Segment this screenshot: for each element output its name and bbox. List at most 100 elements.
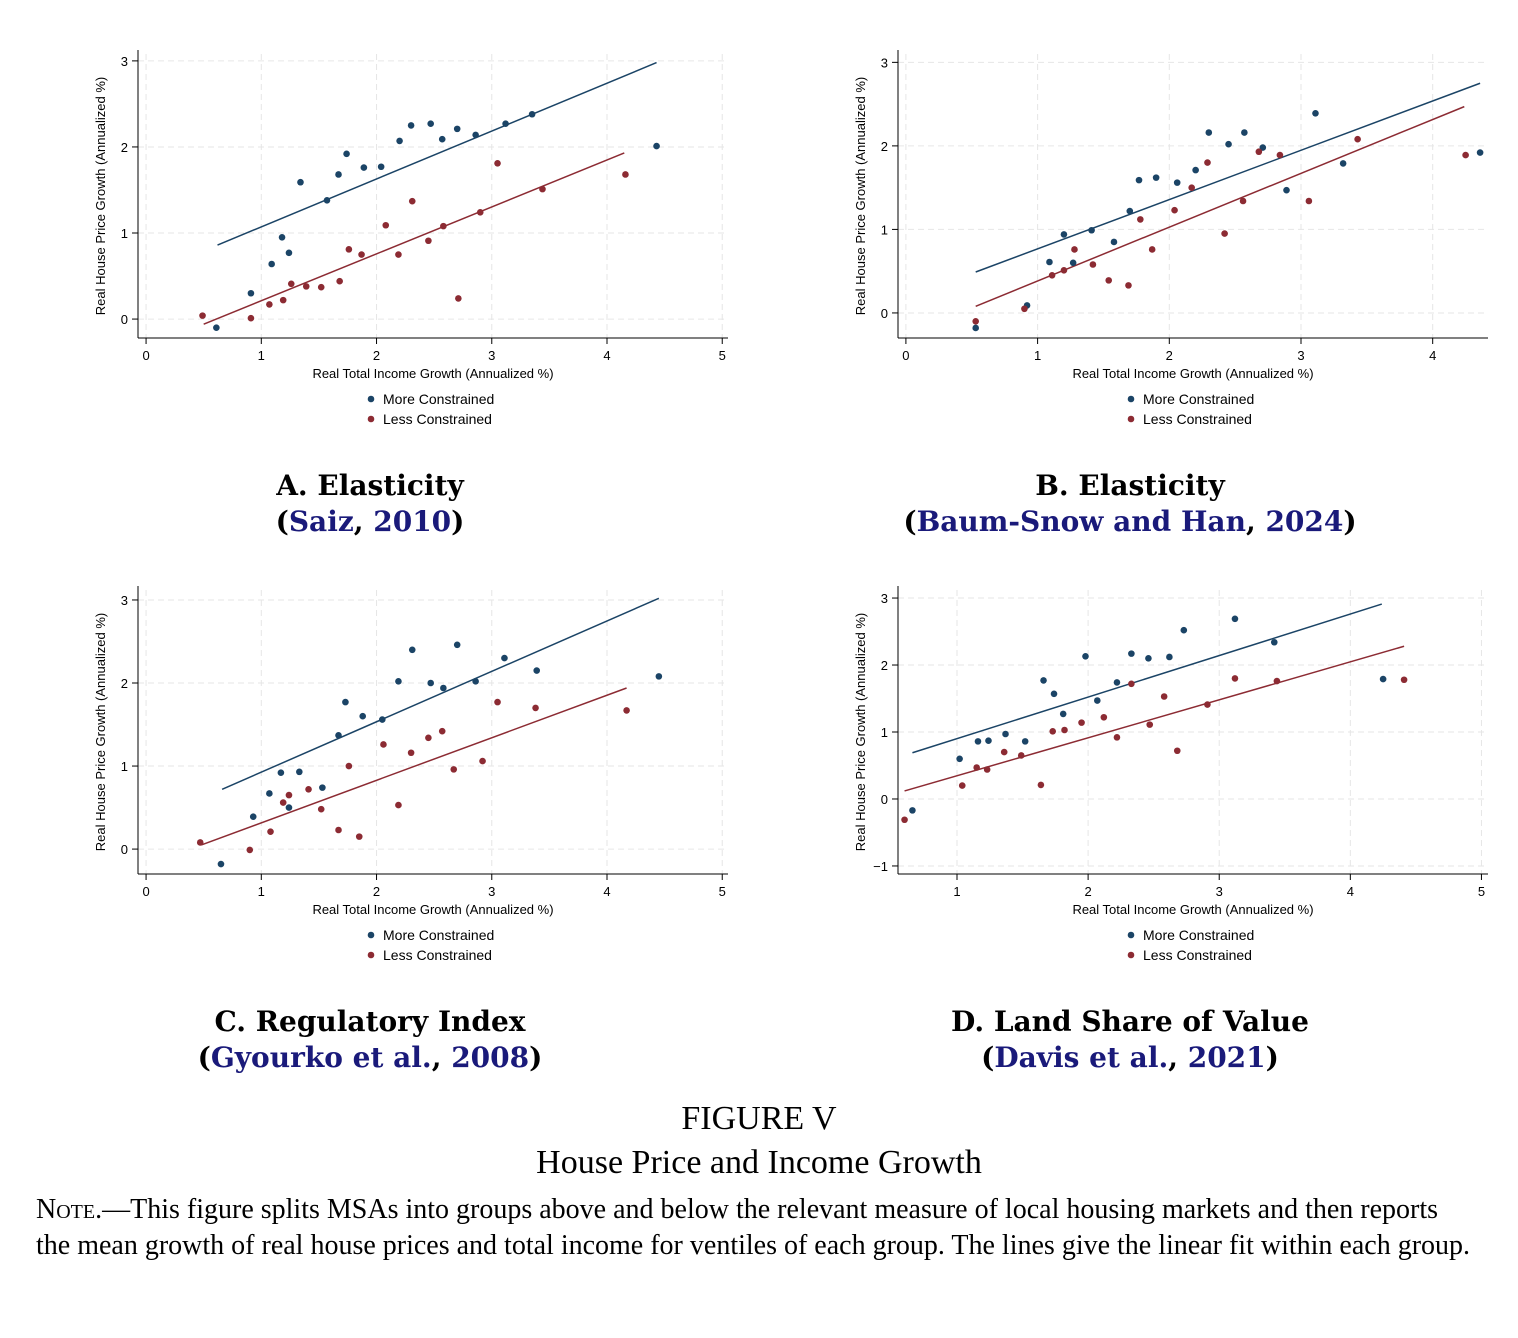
point-more-constrained	[277, 769, 285, 776]
x-tick-label: 1	[258, 348, 265, 363]
citation-link-a-name[interactable]: Saiz	[288, 505, 354, 538]
point-more-constrained	[323, 197, 331, 204]
point-less-constrained	[455, 295, 462, 302]
point-more-constrained	[247, 289, 255, 297]
point-more-constrained	[427, 679, 434, 687]
y-tick-label: 3	[881, 591, 888, 606]
point-more-constrained	[1145, 655, 1152, 662]
point-less-constrained	[1148, 246, 1156, 253]
point-less-constrained	[345, 246, 353, 253]
point-less-constrained	[1125, 282, 1132, 289]
point-more-constrained	[268, 260, 275, 268]
point-less-constrained	[317, 805, 325, 813]
point-more-constrained	[1231, 615, 1239, 623]
point-less-constrained	[476, 209, 484, 216]
citation-link-c-year[interactable]: 2008	[451, 1041, 530, 1074]
point-less-constrained	[336, 277, 343, 285]
caption-b: B. Elasticity (Baum-Snow and Han, 2024)	[760, 468, 1500, 540]
point-less-constrained	[1204, 701, 1211, 708]
point-less-constrained	[1173, 747, 1181, 755]
point-less-constrained	[425, 237, 432, 245]
y-tick-label: 0	[881, 792, 888, 807]
x-tick-label: 5	[719, 348, 726, 363]
point-less-constrained	[287, 280, 295, 288]
point-more-constrained	[217, 860, 225, 868]
note-text: —This figure splits MSAs into groups abo…	[36, 1194, 1471, 1261]
point-more-constrained	[1050, 690, 1058, 698]
point-more-constrained	[1241, 129, 1248, 136]
point-less-constrained	[1061, 726, 1068, 734]
point-more-constrained	[533, 667, 541, 674]
point-more-constrained	[909, 807, 916, 814]
caption-c: C. Regulatory Index (Gyourko et al., 200…	[0, 1004, 740, 1076]
y-tick-label: 0	[121, 312, 128, 327]
point-more-constrained	[319, 784, 326, 791]
citation-link-a-year[interactable]: 2010	[373, 505, 452, 538]
citation-link-d-year[interactable]: 2021	[1187, 1041, 1266, 1074]
point-more-constrained	[1205, 129, 1213, 136]
point-less-constrained	[246, 846, 254, 854]
x-tick-label: 5	[1478, 884, 1485, 899]
y-tick-label: 2	[121, 140, 128, 155]
point-more-constrained	[974, 738, 982, 745]
figure-label: FIGURE V	[681, 1100, 837, 1137]
x-tick-label: 0	[902, 348, 909, 363]
point-less-constrained	[407, 749, 415, 757]
point-less-constrained	[450, 766, 458, 773]
point-more-constrained	[266, 790, 273, 797]
point-less-constrained	[380, 741, 387, 748]
point-less-constrained	[1000, 748, 1008, 756]
y-tick-label: 1	[881, 725, 888, 740]
legend-label: More Constrained	[1143, 391, 1254, 407]
point-more-constrained	[1113, 679, 1121, 686]
y-tick-label: 3	[121, 593, 128, 608]
point-less-constrained	[355, 833, 363, 840]
citation-link-d-name[interactable]: Davis et al.	[994, 1041, 1169, 1074]
point-less-constrained	[196, 839, 204, 846]
y-tick-label: 0	[881, 306, 888, 321]
point-more-constrained	[335, 732, 342, 739]
point-more-constrained	[1110, 238, 1118, 246]
point-less-constrained	[440, 222, 447, 230]
point-more-constrained	[1152, 174, 1160, 181]
x-tick-label: 5	[719, 884, 726, 899]
point-more-constrained	[1225, 140, 1232, 148]
point-more-constrained	[1173, 179, 1181, 186]
caption-d: D. Land Share of Value (Davis et al., 20…	[760, 1004, 1500, 1076]
point-more-constrained	[1270, 638, 1278, 646]
citation-link-c-name[interactable]: Gyourko et al.	[210, 1041, 432, 1074]
point-less-constrained	[1273, 677, 1281, 685]
fit-line-more-constrained	[975, 82, 1481, 273]
point-less-constrained	[285, 791, 293, 799]
point-more-constrained	[249, 813, 257, 821]
point-more-constrained	[360, 164, 368, 171]
point-less-constrained	[279, 799, 287, 806]
point-less-constrained	[494, 159, 501, 167]
point-more-constrained	[427, 120, 434, 128]
x-tick-label: 1	[258, 884, 265, 899]
citation-link-b-name[interactable]: Baum-Snow and Han	[916, 505, 1246, 538]
chart-b: 0 1 2 3 4 0 1 2 3 Real Total Income Growth (Annua…	[853, 50, 1488, 427]
point-less-constrained	[1017, 752, 1025, 759]
x-tick-label: 2	[1166, 348, 1173, 363]
point-more-constrained	[956, 755, 963, 763]
point-less-constrained	[395, 801, 402, 809]
point-more-constrained	[285, 804, 293, 811]
point-more-constrained	[1069, 259, 1077, 267]
point-less-constrained	[1400, 676, 1408, 684]
legend-marker	[1127, 415, 1135, 423]
legend-marker	[367, 951, 375, 959]
point-less-constrained	[1060, 267, 1068, 274]
point-less-constrained	[1021, 305, 1028, 313]
point-more-constrained	[1312, 110, 1319, 117]
caption-d-title: D. Land Share of Value	[951, 1005, 1309, 1038]
fit-line-more-constrained	[221, 597, 660, 790]
point-less-constrained	[438, 727, 446, 735]
point-less-constrained	[267, 828, 274, 835]
citation-link-b-year[interactable]: 2024	[1265, 505, 1344, 538]
point-more-constrained	[440, 684, 447, 692]
point-more-constrained	[335, 171, 342, 178]
x-axis-title: Real Total Income Growth (Annualized %)	[312, 366, 553, 381]
x-tick-label: 4	[1347, 884, 1354, 899]
point-more-constrained	[1192, 166, 1199, 174]
